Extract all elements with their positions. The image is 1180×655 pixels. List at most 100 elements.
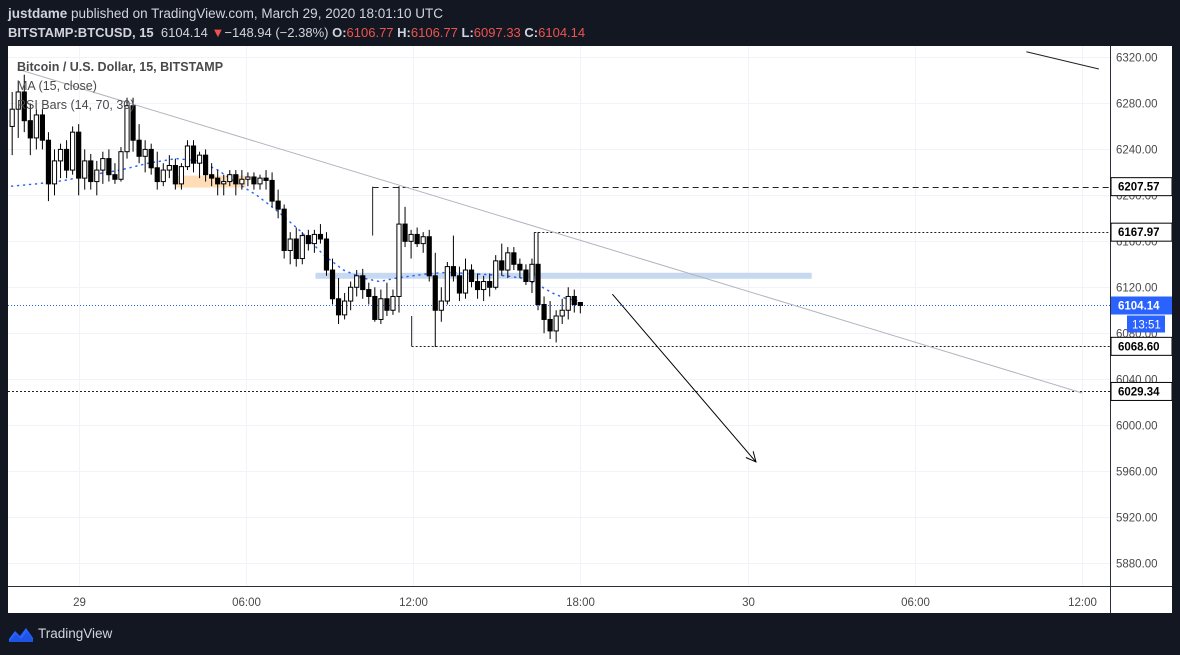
candle-body-down bbox=[88, 160, 94, 183]
candle bbox=[348, 281, 354, 311]
candle bbox=[335, 278, 342, 325]
annotation-layer bbox=[8, 51, 1110, 394]
candle bbox=[154, 151, 160, 190]
candle bbox=[160, 163, 166, 187]
candle bbox=[329, 258, 336, 305]
candle bbox=[178, 163, 185, 190]
candle-body-up bbox=[100, 158, 106, 171]
candle bbox=[499, 243, 505, 276]
tradingview-brand[interactable]: TradingView bbox=[38, 626, 113, 641]
candle-body-up bbox=[553, 315, 559, 332]
candle bbox=[462, 258, 469, 299]
candle bbox=[444, 262, 450, 305]
drawing-layer bbox=[612, 293, 757, 463]
candle-body-down bbox=[323, 238, 330, 271]
time-tick-label: 06:00 bbox=[232, 597, 261, 609]
candle-body-down bbox=[209, 174, 215, 179]
change-value: −148.94 (−2.38%) bbox=[224, 25, 329, 40]
candle bbox=[354, 270, 360, 297]
candle-body-up bbox=[9, 108, 15, 127]
time-tick-label: 30 bbox=[742, 597, 755, 609]
candle bbox=[366, 282, 372, 305]
candle-body-down bbox=[456, 275, 463, 294]
candle bbox=[342, 293, 348, 320]
candle bbox=[517, 258, 523, 279]
candle-body-down bbox=[468, 269, 475, 283]
time-axis[interactable]: 29 06:00 12:00 18:00 30 06:00 12:00 bbox=[73, 597, 1097, 609]
candle bbox=[523, 264, 529, 285]
candle-body-down bbox=[112, 174, 118, 180]
candle-body-up bbox=[166, 164, 172, 171]
publish-line: justdame published on TradingView.com, M… bbox=[8, 6, 443, 21]
candle bbox=[577, 301, 583, 314]
high-label: H: bbox=[397, 25, 411, 40]
candle-body-down bbox=[130, 105, 136, 141]
candle-body-down bbox=[293, 238, 299, 260]
candle-body-up bbox=[378, 298, 384, 320]
candle-body-down bbox=[275, 200, 281, 210]
candle bbox=[505, 247, 511, 279]
candle-body-up bbox=[51, 160, 58, 185]
candle-body-down bbox=[21, 91, 27, 122]
candle-body-up bbox=[239, 178, 245, 185]
chart-area[interactable]: Bitcoin / U.S. Dollar, 15, BITSTAMP MA (… bbox=[8, 46, 1173, 613]
price-chart[interactable]: Bitcoin / U.S. Dollar, 15, BITSTAMP MA (… bbox=[8, 46, 1173, 613]
candle bbox=[184, 140, 191, 171]
candle bbox=[559, 298, 565, 325]
price-tick-label: 6240.00 bbox=[1116, 145, 1158, 157]
ma-line bbox=[10, 157, 582, 302]
candle-body-down bbox=[541, 304, 547, 320]
candle bbox=[57, 143, 64, 179]
candle-body-up bbox=[299, 235, 305, 260]
candles-layer bbox=[9, 74, 583, 348]
candle bbox=[221, 174, 227, 196]
candle bbox=[33, 109, 39, 150]
candle-body-down bbox=[39, 114, 46, 141]
candle-body-down bbox=[366, 289, 372, 297]
time-tick-label: 12:00 bbox=[1068, 597, 1097, 609]
level-price-label: 6207.57 bbox=[1118, 182, 1160, 194]
candle bbox=[275, 189, 281, 219]
candle bbox=[45, 132, 52, 202]
countdown-label: 13:51 bbox=[1132, 319, 1161, 331]
candle-body-up bbox=[33, 114, 39, 139]
author-name[interactable]: justdame bbox=[8, 6, 68, 21]
price-tick-label: 5920.00 bbox=[1116, 513, 1158, 525]
publish-info: published on TradingView.com, March 29, … bbox=[71, 6, 444, 21]
low-value: 6097.33 bbox=[473, 25, 521, 40]
chart-header: justdame published on TradingView.com, M… bbox=[0, 0, 1180, 46]
price-axis[interactable]: 5880.005920.005960.006000.006040.006080.… bbox=[1110, 53, 1173, 571]
candle bbox=[311, 229, 317, 253]
candle bbox=[511, 247, 517, 271]
candle-body-down bbox=[335, 298, 342, 316]
candle-body-up bbox=[160, 169, 166, 183]
candle-body-down bbox=[547, 318, 553, 332]
candle-body-up bbox=[94, 169, 100, 183]
candle bbox=[51, 149, 58, 196]
candle-body-up bbox=[57, 148, 64, 162]
candle-body-up bbox=[184, 145, 191, 168]
level-price-label: 6029.34 bbox=[1118, 386, 1160, 398]
candle-body-down bbox=[474, 281, 481, 291]
last-price-tag bbox=[1111, 296, 1172, 315]
candle bbox=[106, 149, 112, 182]
candle-body-up bbox=[221, 181, 227, 185]
candle-body-down bbox=[27, 120, 33, 139]
candle-body-up bbox=[559, 309, 565, 317]
legend-ma: MA (15, close) bbox=[17, 79, 97, 93]
candle-body-down bbox=[499, 260, 505, 271]
candle bbox=[487, 273, 493, 297]
trendline-upper bbox=[1026, 51, 1099, 70]
candle-body-down bbox=[76, 131, 82, 179]
candle bbox=[390, 289, 396, 315]
candle bbox=[323, 232, 330, 276]
change-down-icon: ▼ bbox=[211, 25, 225, 40]
last-price-value: 6104.14 bbox=[160, 25, 208, 40]
candle bbox=[438, 287, 444, 322]
tradingview-logo-icon[interactable] bbox=[8, 625, 34, 643]
price-tick-label: 6280.00 bbox=[1116, 99, 1158, 111]
candle-body-down bbox=[154, 167, 160, 183]
candle-body-up bbox=[462, 269, 469, 294]
candle bbox=[481, 275, 487, 302]
candle bbox=[402, 206, 408, 248]
